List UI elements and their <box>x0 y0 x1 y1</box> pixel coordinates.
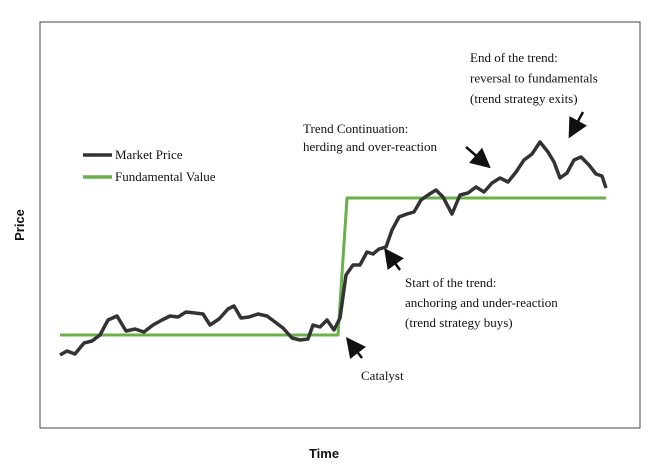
y-axis-label: Price <box>12 209 27 241</box>
annotation: Start of the trend: <box>405 275 496 290</box>
arrow <box>465 146 491 169</box>
annotation: (trend strategy exits) <box>470 91 578 106</box>
series-line <box>59 140 608 357</box>
x-axis-label: Time <box>309 446 339 461</box>
arrow <box>384 247 404 271</box>
arrow <box>345 337 367 359</box>
annotation: Trend Continuation: <box>303 121 408 136</box>
annotation: herding and over-reaction <box>303 139 438 154</box>
arrow <box>568 111 587 139</box>
arrows <box>345 111 587 359</box>
plot-frame <box>39 21 641 429</box>
annotation: Catalyst <box>361 368 404 383</box>
annotation: anchoring and under-reaction <box>405 295 558 310</box>
annotation: End of the trend: <box>470 50 558 65</box>
legend-label: Fundamental Value <box>115 169 216 184</box>
annotation: (trend strategy buys) <box>405 315 513 330</box>
series-line <box>60 196 606 337</box>
legend-label: Market Price <box>115 147 183 162</box>
annotation: reversal to fundamentals <box>470 71 598 86</box>
